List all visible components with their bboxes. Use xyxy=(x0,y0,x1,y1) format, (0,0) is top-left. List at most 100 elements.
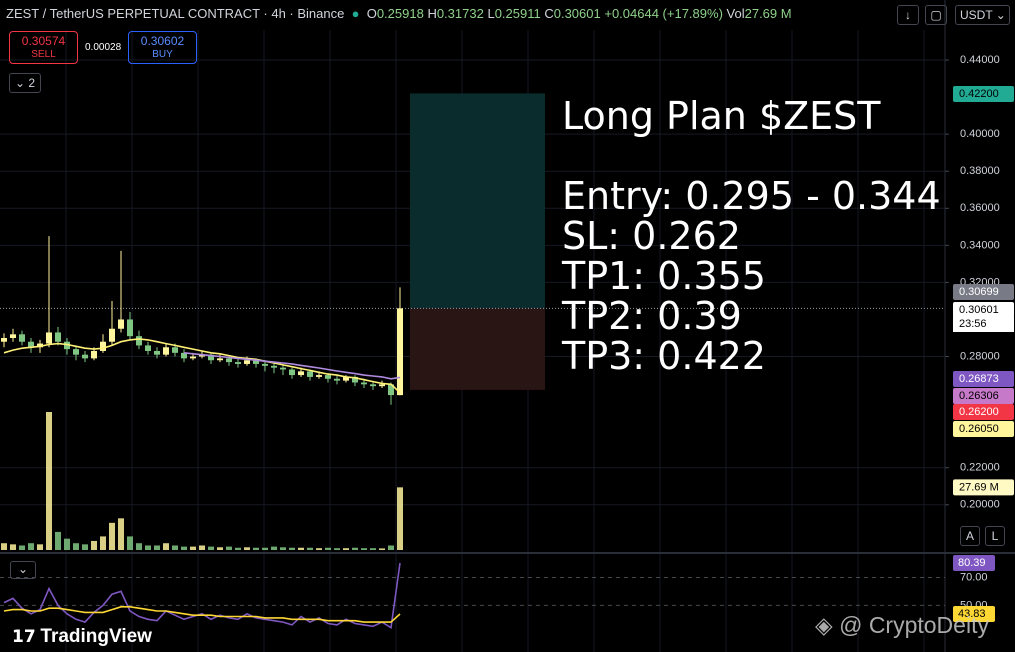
indicator-count: 2 xyxy=(28,76,36,90)
volume-bar xyxy=(325,547,331,550)
candle-body xyxy=(388,384,394,396)
pane-collapse[interactable]: ⌄ xyxy=(10,561,36,579)
y-tick-label: 0.36000 xyxy=(960,202,1000,214)
volume-bar xyxy=(397,487,403,550)
volume-bar xyxy=(208,546,214,550)
download-button[interactable]: ↓ xyxy=(897,5,919,25)
ohlc-value: 0.30601 xyxy=(553,6,601,21)
candle-body xyxy=(82,354,88,359)
volume-value: 27.69 M xyxy=(744,6,792,21)
price-badge xyxy=(953,302,1014,318)
indicators-toggle[interactable]: ⌄ 2 xyxy=(9,73,41,93)
volume-bar xyxy=(289,547,295,550)
volume-bar xyxy=(370,548,376,550)
candle-body xyxy=(280,367,286,370)
candle-body xyxy=(10,334,16,339)
logo-text: TradingView xyxy=(40,626,152,647)
volume-bar xyxy=(163,543,169,550)
candle-body xyxy=(73,349,79,355)
y-tick-label: 0.40000 xyxy=(960,128,1000,140)
candle-body xyxy=(127,319,133,337)
price-badge xyxy=(953,284,1014,300)
volume-bar xyxy=(361,548,367,550)
rsi-line xyxy=(3,606,401,623)
volume-bar xyxy=(307,547,313,550)
volume-bar xyxy=(136,543,142,550)
volume-bar xyxy=(352,547,358,550)
volume-bar xyxy=(37,544,43,550)
price-badge xyxy=(953,388,1014,404)
auto-scale-button[interactable]: A xyxy=(960,526,980,546)
volume-bar xyxy=(28,543,34,550)
price-badge-label: 0.30699 xyxy=(959,286,999,298)
sell-button[interactable]: 0.30574 SELL xyxy=(9,31,78,64)
volume-bar xyxy=(55,531,61,550)
countdown-badge xyxy=(953,317,1014,332)
volume-badge xyxy=(953,479,1014,496)
price-badge xyxy=(953,86,1014,102)
volume-bar xyxy=(334,548,340,550)
sell-label: SELL xyxy=(31,49,56,60)
candle-body xyxy=(343,376,349,381)
sell-price: 0.30574 xyxy=(21,34,66,48)
candle-body xyxy=(208,354,214,361)
volume-bar xyxy=(253,547,259,550)
buy-label: BUY xyxy=(152,49,173,60)
volume-bar xyxy=(91,540,97,550)
candle-body xyxy=(37,343,43,348)
ohlc-value: 0.31732 xyxy=(436,6,484,21)
log-scale-button[interactable]: L xyxy=(985,526,1005,546)
candle-body xyxy=(397,308,403,396)
y-tick-label: 0.22000 xyxy=(960,462,1000,474)
candle-body xyxy=(325,375,331,379)
candle-body xyxy=(217,358,223,361)
y-tick-label: 0.28000 xyxy=(960,350,1000,362)
volume-bar xyxy=(127,536,133,550)
spread: 0.00028 xyxy=(85,42,122,53)
plan-line: TP1: 0.355 xyxy=(562,254,766,298)
buy-price: 0.30602 xyxy=(140,34,185,48)
volume-bar xyxy=(64,538,70,550)
rsi-badge-label: 80.39 xyxy=(958,557,986,569)
candle-body xyxy=(100,341,106,351)
volume-bar xyxy=(19,545,25,550)
candle-body xyxy=(55,332,61,342)
target-zone xyxy=(410,93,545,309)
candle-body xyxy=(109,328,115,342)
fullscreen-button[interactable]: ▢ xyxy=(925,5,947,25)
candle-body xyxy=(334,378,340,381)
volume-bar xyxy=(199,545,205,550)
currency: USDT xyxy=(960,8,993,22)
candle-body xyxy=(316,375,322,377)
candle-body xyxy=(145,345,151,351)
volume-bar xyxy=(244,547,250,550)
rsi-badge xyxy=(953,605,995,622)
candle-body xyxy=(172,347,178,353)
volume-bar xyxy=(181,546,187,550)
moving-average xyxy=(183,352,401,380)
watermark-text: @ CryptoDeity xyxy=(839,612,989,638)
volume-bar xyxy=(154,545,160,550)
watermark: ◈ @ CryptoDeity xyxy=(815,612,989,638)
price-badge-label: 0.26050 xyxy=(959,423,999,435)
buy-button[interactable]: 0.30602 BUY xyxy=(128,31,197,64)
plan-line: Entry: 0.295 - 0.344 xyxy=(562,174,941,218)
candle-body xyxy=(235,362,241,364)
candle-body xyxy=(244,360,250,364)
candle-body xyxy=(163,347,169,355)
price-badge-label: 0.26873 xyxy=(959,373,999,385)
candle-body xyxy=(253,360,259,364)
y-tick-label: 0.38000 xyxy=(960,165,1000,177)
price-badge xyxy=(953,371,1014,387)
currency-button[interactable]: USDT ⌄ xyxy=(955,5,1010,25)
candle-body xyxy=(271,365,277,368)
candle-body xyxy=(370,384,376,387)
candle-body xyxy=(154,350,160,355)
volume-bar xyxy=(190,546,196,550)
rsi-badge-label: 43.83 xyxy=(958,608,986,620)
plan-line: TP2: 0.39 xyxy=(562,294,742,338)
ohlc-value: 0.25918 xyxy=(376,6,424,21)
volume-label: Vol xyxy=(726,6,745,21)
volume-bar xyxy=(109,522,115,550)
candle-body xyxy=(361,382,367,385)
